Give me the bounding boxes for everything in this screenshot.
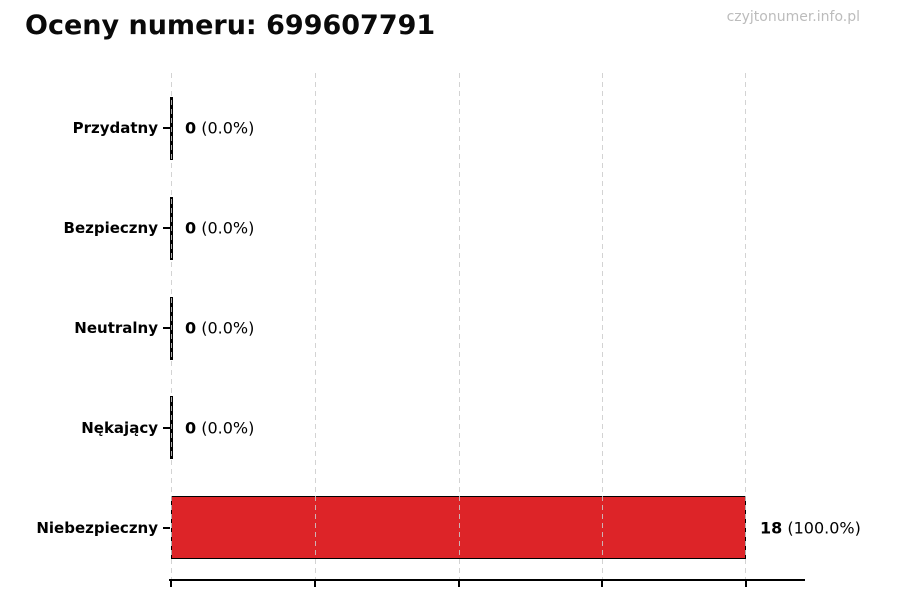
chart-title: Oceny numeru: 699607791 (25, 10, 436, 41)
bar-row: Neutralny 0 (0.0%) (0, 296, 900, 360)
watermark: czyjtonumer.info.pl (726, 9, 860, 25)
value-label: 0 (0.0%) (185, 319, 254, 338)
category-label: Bezpieczny (63, 219, 158, 237)
x-axis-tick (745, 581, 747, 587)
y-tick (163, 526, 170, 529)
value-label: 0 (0.0%) (185, 418, 254, 437)
value-percent: (0.0%) (201, 418, 255, 437)
value-percent: (100.0%) (787, 518, 861, 537)
y-tick (163, 227, 170, 229)
value-percent: (0.0%) (201, 118, 255, 138)
value-label: 0 (0.0%) (185, 119, 254, 138)
y-tick (163, 327, 170, 329)
value-count: 0 (185, 118, 197, 138)
category-label: Nękający (81, 418, 158, 437)
y-tick (163, 127, 170, 129)
x-axis-tick (457, 581, 460, 587)
value-percent: (0.0%) (201, 318, 255, 338)
value-count: 18 (760, 518, 783, 537)
value-label: 18 (100.0%) (760, 518, 861, 537)
gridline (314, 73, 316, 580)
value-count: 0 (185, 418, 197, 437)
category-label: Neutralny (74, 319, 158, 337)
x-axis-tick (601, 581, 604, 587)
bar-row: Bezpieczny 0 (0.0%) (0, 196, 900, 260)
x-axis-tick (313, 581, 316, 587)
bar-row: Niebezpieczny 18 (100.0%) (0, 496, 900, 559)
value-label: 0 (0.0%) (185, 219, 254, 238)
bar-row: Przydatny 0 (0.0%) (0, 96, 900, 160)
gridline (602, 73, 604, 580)
bar-row: Nękający 0 (0.0%) (0, 396, 900, 459)
gridline (458, 73, 460, 580)
category-label: Przydatny (72, 119, 158, 137)
value-count: 0 (185, 318, 197, 338)
x-axis-line (169, 579, 805, 581)
gridline (745, 73, 746, 580)
gridline (171, 73, 172, 580)
y-tick (163, 426, 170, 429)
category-label: Niebezpieczny (36, 518, 158, 537)
x-axis-tick (170, 581, 172, 587)
plot-area (171, 73, 746, 580)
value-count: 0 (185, 218, 197, 238)
value-percent: (0.0%) (201, 218, 255, 238)
